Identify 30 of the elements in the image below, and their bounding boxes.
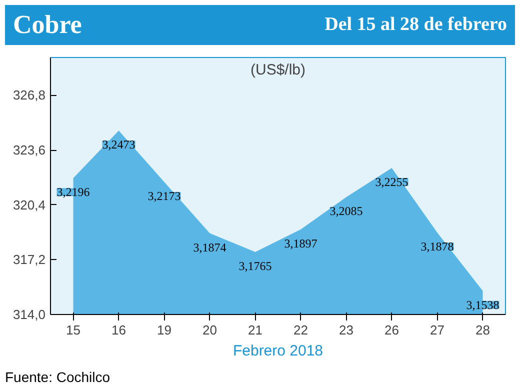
data-label: 3,1878 — [420, 240, 454, 254]
x-tick-label: 23 — [339, 322, 354, 338]
data-label: 3,1765 — [238, 258, 272, 273]
x-tick-label: 27 — [430, 322, 444, 338]
x-tick-label: 21 — [248, 322, 262, 338]
x-tick-label: 20 — [202, 322, 217, 338]
x-tick-label: 16 — [112, 322, 126, 338]
y-tick-label: 317,2 — [12, 252, 46, 268]
chart-title: Cobre — [13, 9, 82, 42]
x-tick-label: 28 — [476, 322, 490, 338]
data-label: 3,1874 — [193, 240, 226, 254]
data-label: 3,2255 — [375, 175, 408, 190]
y-tick-label: 326,8 — [12, 88, 46, 103]
x-tick-label: 22 — [294, 322, 308, 338]
data-label: 3,1538 — [466, 298, 500, 312]
y-tick-label: 320,4 — [12, 197, 46, 212]
x-tick-label: 15 — [66, 322, 80, 338]
data-label: 3,1897 — [284, 236, 318, 250]
y-tick-label: 323,6 — [12, 142, 46, 158]
data-label: 3,2473 — [102, 138, 136, 152]
chart-subtitle: Del 15 al 28 de febrero — [324, 13, 507, 38]
y-axis-title: (US$/lb) — [250, 62, 306, 78]
source-note: Fuente: Cochilco — [5, 369, 110, 385]
data-label: 3,2196 — [56, 185, 90, 200]
x-axis-title: Febrero 2018 — [232, 342, 324, 360]
x-tick-label: 19 — [157, 322, 172, 338]
y-tick-label: 314,0 — [12, 307, 46, 322]
data-label: 3,2173 — [148, 189, 181, 204]
x-tick-label: 26 — [384, 322, 399, 338]
data-label: 3,2085 — [330, 204, 363, 218]
